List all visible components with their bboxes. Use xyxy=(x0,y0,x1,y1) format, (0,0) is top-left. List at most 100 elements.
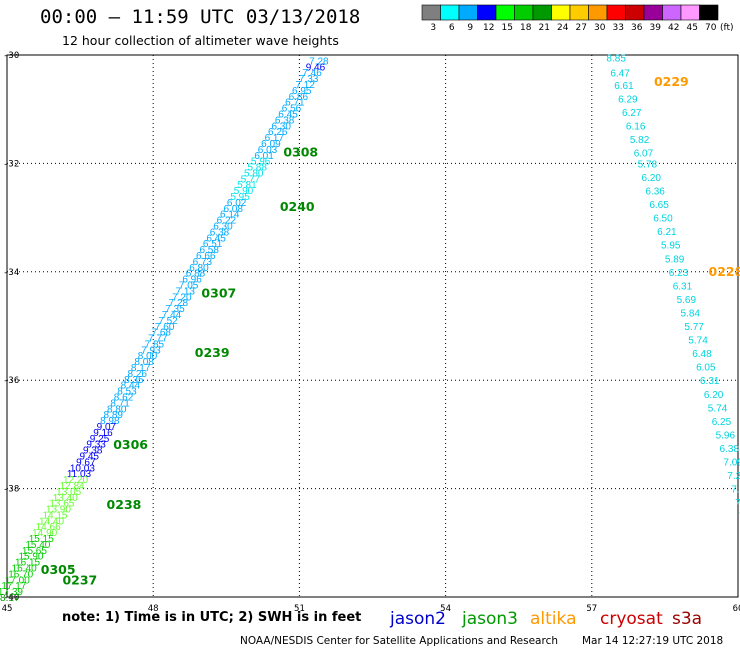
swh-point-jason3: 13.90 xyxy=(46,505,71,516)
chart-subtitle: 12 hour collection of altimeter wave hei… xyxy=(62,33,339,48)
time-label-jason3: 0307 xyxy=(201,285,236,300)
swh-point-altika: 5.77 xyxy=(684,322,704,333)
colorbar-swatch xyxy=(458,4,478,21)
swh-point-jason3: 13.40 xyxy=(53,493,78,504)
swh-point-jason3: 5.96 xyxy=(251,157,271,168)
y-tick-label: -36 xyxy=(3,376,19,386)
swh-point-jason3: 15.40 xyxy=(25,540,50,551)
swh-point-jason3: 8.35 xyxy=(124,375,144,386)
x-tick-label: 45 xyxy=(2,604,13,614)
swh-point-jason3: 17.39 xyxy=(0,587,23,598)
swh-point-jason3: 14.66 xyxy=(36,522,61,533)
swh-point-altika: 6.07 xyxy=(634,149,654,160)
colorbar-swatch xyxy=(606,4,626,21)
swh-point-jason3: 13.65 xyxy=(49,499,74,510)
satellite-legend-jason3: jason3 xyxy=(461,609,518,629)
swh-point-altika: 5.96 xyxy=(716,430,736,441)
swh-point-jason3: 6.30 xyxy=(271,121,291,132)
colorbar-swatch xyxy=(643,4,663,21)
swh-point-altika: 6.21 xyxy=(657,227,677,238)
swh-point-jason3: 6.01 xyxy=(254,151,274,162)
colorbar-label: 33 xyxy=(613,23,624,33)
y-tick-label: -30 xyxy=(3,51,19,61)
swh-point-jason3: 8.08 xyxy=(134,357,154,368)
swh-point-jason3: 6.51 xyxy=(203,239,223,250)
swh-point-jason3: 14.90 xyxy=(32,528,57,539)
swh-point-jason3: 8.17 xyxy=(131,363,151,374)
swh-point-altika: 6.65 xyxy=(649,200,669,211)
swh-point-altika: 6.29 xyxy=(618,94,638,105)
swh-point-jason3: 6.80 xyxy=(189,263,209,274)
swh-point-jason3: 7.85 xyxy=(145,339,165,350)
swh-point-jason3: 7.20 xyxy=(172,292,192,303)
swh-point-jason3: 6.73 xyxy=(193,257,213,268)
y-tick-label: -34 xyxy=(3,268,19,278)
swh-point-jason3: 8.44 xyxy=(121,381,141,392)
swh-point-altika: 5.74 xyxy=(708,403,728,414)
time-label-jason3: 0237 xyxy=(62,573,97,588)
swh-point-jason3: 11.03 xyxy=(67,469,92,480)
swh-point-jason3: 8.53 xyxy=(117,387,137,398)
swh-point-jason3: 6.45 xyxy=(278,109,298,120)
swh-point-jason3: 14.15 xyxy=(42,510,67,521)
x-tick-label: 54 xyxy=(440,604,451,614)
swh-point-altika: 5.69 xyxy=(677,295,697,306)
swh-point-jason3: 7.28 xyxy=(309,56,329,67)
swh-point-jason3: 9.33 xyxy=(86,440,106,451)
colorbar-label: 36 xyxy=(631,23,643,33)
time-label-jason3: 0305 xyxy=(41,562,76,577)
colorbar-swatch xyxy=(532,4,552,21)
colorbar-swatch xyxy=(514,4,534,21)
x-tick-label: 57 xyxy=(586,604,597,614)
x-tick-label: 51 xyxy=(294,604,305,614)
swh-point-jason3: 7.77 xyxy=(148,334,168,345)
swh-point-jason3: 6.66 xyxy=(196,251,216,262)
swh-point-jason3: 9.07 xyxy=(97,422,117,433)
swh-point-jason3: 6.08 xyxy=(223,204,243,215)
y-tick-label: -40 xyxy=(3,593,19,603)
swh-point-jason3: 8.98 xyxy=(100,416,120,427)
swh-point-altika: 7.74 xyxy=(735,498,740,509)
colorbar-label: 18 xyxy=(520,23,532,33)
colorbar-swatch xyxy=(440,4,460,21)
swh-point-altika: 6.47 xyxy=(610,68,630,79)
swh-point-jason3: 6.95 xyxy=(292,86,312,97)
swh-point-jason3: 6.26 xyxy=(268,127,288,138)
swh-point-jason3: 16.40 xyxy=(12,564,37,575)
footer-timestamp: Mar 14 12:27:19 UTC 2018 xyxy=(582,635,724,647)
swh-point-jason3: 6.17 xyxy=(265,133,285,144)
swh-point-altika: 7.95 xyxy=(739,512,740,523)
colorbar-unit: (ft) xyxy=(720,23,734,33)
swh-point-jason3: 16.15 xyxy=(15,558,40,569)
swh-point-altika: 6.48 xyxy=(692,349,712,360)
swh-point-altika: 6.05 xyxy=(696,363,716,374)
time-label-jason3: 0239 xyxy=(195,345,230,360)
swh-point-jason3: 7.60 xyxy=(155,322,175,333)
colorbar-swatch xyxy=(551,4,571,21)
swh-point-jason3: 14.40 xyxy=(39,516,64,527)
swh-point-jason3: 15.15 xyxy=(29,534,54,545)
swh-point-altika: 8.85 xyxy=(606,54,626,65)
swh-point-jason3: 7.52 xyxy=(158,316,178,327)
colorbar-label: 42 xyxy=(668,23,679,33)
satellite-legend-jason2: jason2 xyxy=(389,609,446,629)
chart-title: 00:00 – 11:59 UTC 03/13/2018 xyxy=(40,6,361,28)
colorbar-label: 30 xyxy=(594,23,606,33)
swh-point-jason3: 7.12 xyxy=(295,80,315,91)
swh-point-jason3: 9.38 xyxy=(83,446,103,457)
swh-point-jason3: 9.67 xyxy=(76,457,96,468)
swh-point-jason3: 5.90 xyxy=(234,186,254,197)
swh-point-jason3: 8.00 xyxy=(138,351,158,362)
swh-point-altika: 7.09 xyxy=(723,458,740,469)
swh-point-jason3: 8.71 xyxy=(110,398,130,409)
colorbar-swatch xyxy=(495,4,515,21)
swh-point-jason3: 6.03 xyxy=(258,145,278,156)
swh-point-jason3: 6.88 xyxy=(186,269,206,280)
colorbar-swatch xyxy=(421,4,441,21)
swh-point-jason3: 6.09 xyxy=(261,139,281,150)
swh-point-altika: 5.82 xyxy=(630,135,650,146)
swh-point-jason3: 6.58 xyxy=(199,245,219,256)
swh-point-jason3: 6.30 xyxy=(213,222,233,233)
swh-point-jason3: 5.77 xyxy=(241,174,261,185)
